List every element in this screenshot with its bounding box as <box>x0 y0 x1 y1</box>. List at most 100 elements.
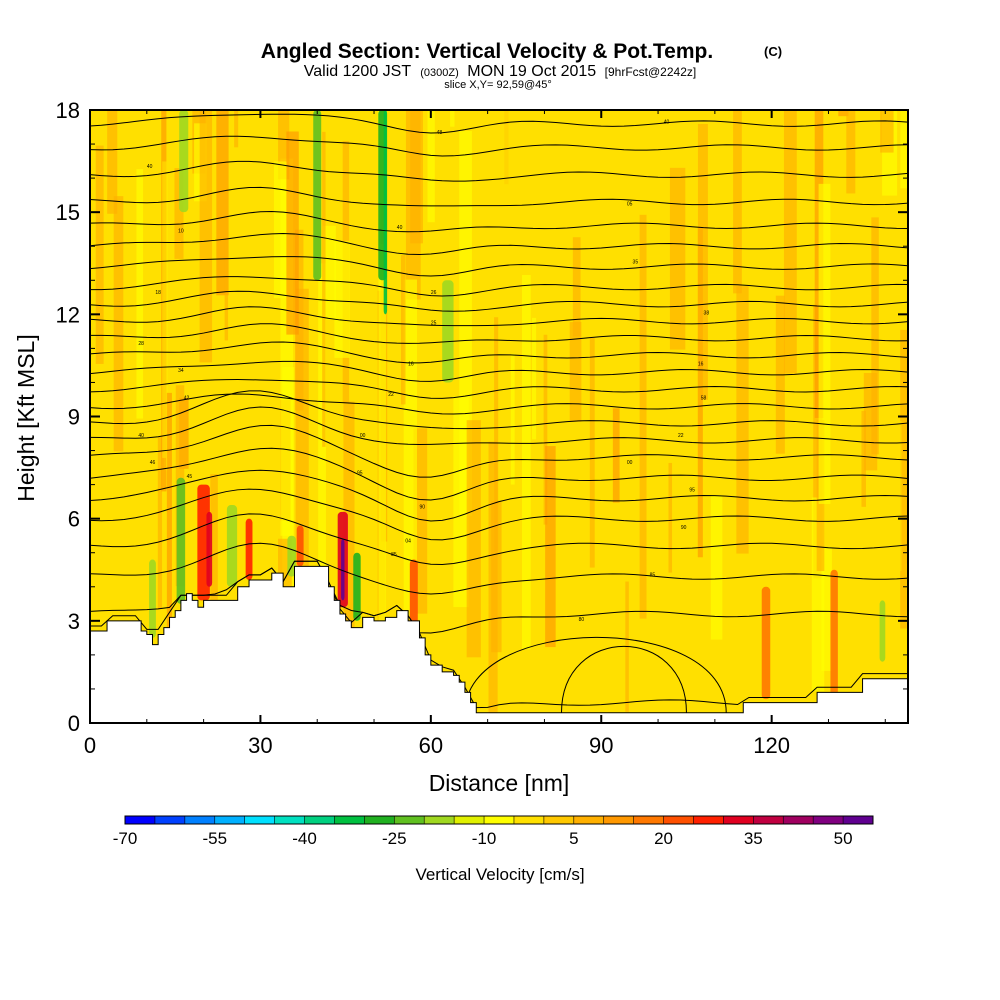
isentrope-line <box>90 160 908 182</box>
isentrope-line <box>90 488 908 541</box>
isentrope-line <box>90 306 908 327</box>
subtitle-fcst: [9hrFcst@2242z] <box>605 65 697 79</box>
colorbar-label: -10 <box>472 829 497 848</box>
isentrope-label: 85 <box>391 552 397 558</box>
field-streak <box>286 131 299 335</box>
subtitle-valid: Valid 1200 JST <box>304 63 412 80</box>
isentrope-label: 00 <box>627 460 633 466</box>
isentrope-line <box>90 469 908 522</box>
colorbar-swatch <box>484 816 515 824</box>
y-tick-label: 9 <box>68 405 80 430</box>
colorbar-swatch <box>813 816 844 824</box>
field-streak <box>498 110 513 308</box>
axes: 0 30 60 90 120 0 3 6 9 12 15 18 <box>56 98 908 758</box>
field-streak <box>199 110 213 363</box>
colorbar-swatch <box>154 816 186 824</box>
field-streak <box>174 168 184 259</box>
field-streak <box>136 169 144 419</box>
colorbar-label: -25 <box>382 829 407 848</box>
isentrope-label: 16 <box>408 361 414 367</box>
colorbar-swatch <box>693 816 724 824</box>
field-streak <box>818 183 831 504</box>
x-tick-label: 90 <box>589 733 613 758</box>
isentrope-line <box>90 406 908 445</box>
chart-subtitle: Valid 1200 JST (0300Z) MON 19 Oct 2015 [… <box>304 63 696 80</box>
field-streak <box>107 110 118 214</box>
field-streak <box>253 454 264 530</box>
field-cell <box>383 110 388 315</box>
slice-text: slice X,Y= 92,59@45° <box>444 79 552 91</box>
isentrope-label: 58 <box>701 395 707 401</box>
isentrope-label: 48 <box>437 130 443 136</box>
isentrope-line <box>90 211 908 233</box>
field-cell <box>149 559 156 638</box>
field-streak <box>668 462 673 573</box>
field-streak <box>639 214 647 619</box>
x-tick-label: 0 <box>84 733 96 758</box>
colorbar-swatch <box>723 816 754 824</box>
colorbar: -70 -55 -40 -25 -10 5 20 35 50 <box>113 815 874 848</box>
isentrope-label: 85 <box>650 573 656 579</box>
field-streak <box>427 110 435 223</box>
field-cell <box>206 511 213 587</box>
isentrope-label: 45 <box>187 474 193 480</box>
subtitle-zulu: (0300Z) <box>420 67 459 79</box>
colorbar-swatch <box>334 816 365 824</box>
chart-title-suffix: (C) <box>764 44 782 59</box>
field-streak <box>522 275 531 650</box>
field-streak <box>838 110 849 117</box>
field-cell <box>830 569 838 696</box>
isentrope-line <box>90 393 908 415</box>
field-streak <box>343 401 355 685</box>
field-streak <box>403 279 417 619</box>
isentrope-line <box>90 341 908 364</box>
x-axis-title: Distance [nm] <box>429 770 570 796</box>
isentrope-label: 95 <box>689 487 695 493</box>
chart-title-text: Angled Section: Vertical Velocity & Pot.… <box>261 40 713 63</box>
field-streak <box>900 110 908 189</box>
field-streak <box>157 437 163 609</box>
isentrope-label: 38 <box>704 310 710 316</box>
colorbar-swatch <box>573 816 605 824</box>
isentrope-line <box>90 323 908 344</box>
field-streak <box>273 161 288 299</box>
colorbar-label: -40 <box>292 829 317 848</box>
field-cell <box>313 110 322 281</box>
y-tick-label: 12 <box>56 302 80 327</box>
isentrope-label: 40 <box>397 225 403 231</box>
field-cell <box>353 552 361 621</box>
y-tick-label: 6 <box>68 507 80 532</box>
isentrope-line <box>90 233 908 256</box>
subtitle-date: MON 19 Oct 2015 <box>467 63 596 80</box>
field-streak <box>710 495 723 640</box>
isentrope-line <box>90 113 908 134</box>
field-streak <box>863 372 878 471</box>
isentrope-label: 95 <box>357 470 363 476</box>
isentrope-line <box>90 379 908 399</box>
field-streak <box>805 366 811 722</box>
isentrope-label: 40 <box>664 120 670 126</box>
colorbar-swatch <box>304 816 335 824</box>
field-streak <box>234 110 239 148</box>
field-cell <box>296 525 304 567</box>
isentrope-line <box>90 256 908 277</box>
isentrope-label: 25 <box>431 321 437 327</box>
field-streak <box>900 329 908 629</box>
isentrope-label: 04 <box>405 539 411 545</box>
field-streak <box>318 263 326 581</box>
field-streak <box>861 410 866 507</box>
field-streak <box>532 317 537 440</box>
field-cell <box>879 600 886 662</box>
colorbar-swatch <box>244 816 276 824</box>
x-tick-label: 120 <box>753 733 790 758</box>
isentrope-label: 90 <box>420 504 426 510</box>
field-streak <box>783 110 797 374</box>
isentrope-line <box>90 290 908 312</box>
colorbar-swatch <box>633 816 665 824</box>
isentrope-label: 22 <box>678 433 684 439</box>
field-streak <box>334 240 350 358</box>
field-streak <box>510 353 515 485</box>
field-cell <box>179 110 189 213</box>
isentrope-line <box>90 135 908 157</box>
field-streak <box>378 243 386 626</box>
